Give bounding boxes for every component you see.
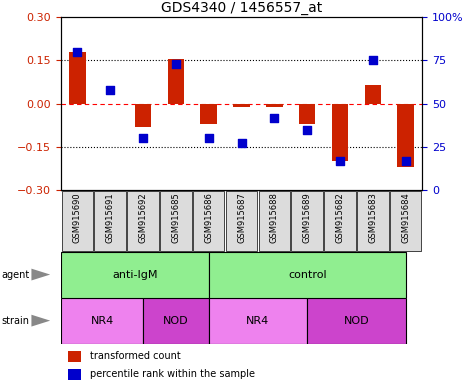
FancyBboxPatch shape: [324, 191, 356, 251]
Point: [74, 49, 81, 55]
Point: [369, 58, 377, 64]
FancyBboxPatch shape: [226, 191, 257, 251]
Bar: [233, 104, 250, 107]
Text: NR4: NR4: [246, 316, 270, 326]
Bar: [167, 59, 184, 104]
Text: GSM915684: GSM915684: [401, 192, 410, 243]
FancyBboxPatch shape: [291, 191, 323, 251]
Polygon shape: [31, 315, 50, 326]
Text: GSM915688: GSM915688: [270, 192, 279, 243]
FancyBboxPatch shape: [193, 191, 225, 251]
Bar: [68, 369, 81, 380]
Bar: [209, 252, 406, 298]
Bar: [332, 104, 348, 161]
FancyBboxPatch shape: [94, 191, 126, 251]
Text: NOD: NOD: [163, 316, 189, 326]
Polygon shape: [31, 269, 50, 280]
FancyBboxPatch shape: [357, 191, 389, 251]
Point: [139, 135, 147, 141]
Text: GSM915686: GSM915686: [204, 192, 213, 243]
Bar: [68, 351, 81, 362]
Point: [205, 135, 212, 141]
Text: strain: strain: [1, 316, 29, 326]
Bar: [200, 104, 217, 124]
Bar: [364, 85, 381, 104]
Text: percentile rank within the sample: percentile rank within the sample: [90, 369, 255, 379]
Point: [172, 61, 180, 67]
Text: agent: agent: [1, 270, 29, 280]
Bar: [61, 252, 209, 298]
Text: NR4: NR4: [91, 316, 113, 326]
Point: [106, 87, 114, 93]
Bar: [69, 52, 85, 104]
Text: GSM915683: GSM915683: [368, 192, 378, 243]
Text: NOD: NOD: [344, 316, 369, 326]
Bar: [209, 298, 307, 344]
Point: [238, 141, 245, 147]
Text: GSM915692: GSM915692: [138, 192, 148, 243]
Text: anti-IgM: anti-IgM: [112, 270, 158, 280]
Bar: [307, 298, 406, 344]
Bar: [266, 104, 282, 107]
Text: GSM915690: GSM915690: [73, 192, 82, 243]
FancyBboxPatch shape: [61, 191, 93, 251]
Point: [402, 158, 409, 164]
Text: transformed count: transformed count: [90, 351, 181, 361]
Text: GSM915687: GSM915687: [237, 192, 246, 243]
FancyBboxPatch shape: [160, 191, 192, 251]
FancyBboxPatch shape: [258, 191, 290, 251]
Bar: [299, 104, 315, 124]
Bar: [61, 298, 143, 344]
Title: GDS4340 / 1456557_at: GDS4340 / 1456557_at: [161, 1, 322, 15]
Point: [271, 114, 278, 121]
Bar: [397, 104, 414, 167]
Text: control: control: [288, 270, 326, 280]
Bar: [143, 298, 209, 344]
Bar: [135, 104, 151, 127]
Point: [336, 158, 344, 164]
Text: GSM915689: GSM915689: [303, 192, 312, 243]
Text: GSM915682: GSM915682: [335, 192, 345, 243]
FancyBboxPatch shape: [390, 191, 422, 251]
Point: [303, 127, 311, 133]
Text: GSM915685: GSM915685: [171, 192, 181, 243]
FancyBboxPatch shape: [127, 191, 159, 251]
Text: GSM915691: GSM915691: [106, 192, 115, 243]
